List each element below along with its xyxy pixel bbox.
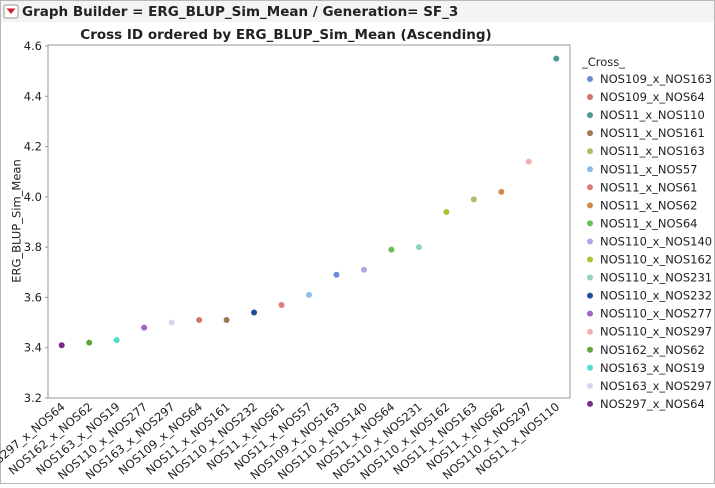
legend-label: NOS162_x_NOS62 xyxy=(600,343,705,357)
legend-label: NOS11_x_NOS64 xyxy=(600,216,697,230)
plot-frame xyxy=(47,44,571,399)
legend-marker xyxy=(587,364,593,371)
legend-marker xyxy=(587,220,593,227)
legend-marker xyxy=(587,238,593,245)
legend-marker xyxy=(587,382,593,389)
legend-label: NOS110_x_NOS231 xyxy=(600,271,712,285)
legend-marker xyxy=(587,274,593,281)
y-tick-label: 3.8 xyxy=(24,240,42,254)
legend-marker xyxy=(587,400,593,407)
legend-label: NOS109_x_NOS163 xyxy=(600,72,712,86)
legend-label: NOS110_x_NOS232 xyxy=(600,289,712,303)
y-tick-label: 4.0 xyxy=(24,190,42,204)
legend-marker xyxy=(587,76,593,82)
chart-title: Cross ID ordered by ERG_BLUP_Sim_Mean (A… xyxy=(80,27,491,43)
data-point xyxy=(306,291,312,298)
legend-label: NOS11_x_NOS62 xyxy=(600,198,697,212)
data-point xyxy=(498,188,505,195)
data-point xyxy=(388,246,395,253)
y-tick-label: 3.4 xyxy=(24,341,42,355)
data-point xyxy=(333,271,340,278)
y-tick-label: 4.4 xyxy=(24,89,42,103)
data-point xyxy=(251,309,258,316)
data-point xyxy=(278,301,285,308)
legend-marker xyxy=(587,112,593,119)
data-point xyxy=(360,266,367,273)
legend-marker xyxy=(587,292,593,299)
data-point xyxy=(553,55,560,62)
data-point xyxy=(443,208,450,215)
legend-label: NOS163_x_NOS297 xyxy=(600,379,712,393)
data-point xyxy=(141,324,148,331)
y-tick-label: 3.6 xyxy=(24,290,42,304)
legend-label: NOS163_x_NOS19 xyxy=(600,361,705,375)
data-point xyxy=(168,319,175,326)
legend-marker xyxy=(587,202,593,209)
legend-marker xyxy=(587,184,593,191)
legend-marker xyxy=(587,328,593,335)
y-tick-label: 4.2 xyxy=(24,140,42,154)
legend-label: NOS11_x_NOS161 xyxy=(600,126,705,140)
legend-label: NOS297_x_NOS64 xyxy=(600,397,705,411)
legend-marker xyxy=(587,166,593,173)
legend-label: NOS11_x_NOS61 xyxy=(600,180,697,194)
legend-marker xyxy=(587,310,593,317)
legend-marker xyxy=(587,94,593,101)
data-point xyxy=(86,339,93,346)
legend-marker xyxy=(587,148,593,155)
header-title: Graph Builder = ERG_BLUP_Sim_Mean / Gene… xyxy=(22,4,458,20)
data-point xyxy=(58,342,65,349)
y-axis-label: ERG_BLUP_Sim_Mean xyxy=(10,159,24,283)
legend-marker xyxy=(587,130,593,137)
legend-label: NOS110_x_NOS297 xyxy=(600,325,712,339)
legend-marker xyxy=(587,256,593,263)
legend-label: NOS11_x_NOS110 xyxy=(600,108,705,122)
collapse-button[interactable] xyxy=(3,4,19,19)
legend-label: NOS109_x_NOS64 xyxy=(600,90,705,104)
header-bar xyxy=(1,1,714,22)
data-point xyxy=(196,317,203,324)
legend-label: NOS110_x_NOS140 xyxy=(600,234,712,248)
data-point xyxy=(525,158,532,165)
data-point xyxy=(223,317,230,324)
legend-title: _Cross_ xyxy=(581,55,625,69)
legend-label: NOS110_x_NOS277 xyxy=(600,307,712,321)
y-tick-label: 3.2 xyxy=(24,391,42,405)
legend-label: NOS110_x_NOS162 xyxy=(600,253,712,267)
legend-label: NOS11_x_NOS57 xyxy=(600,162,697,176)
legend-marker xyxy=(587,346,593,353)
data-point xyxy=(470,196,477,203)
y-tick-label: 4.6 xyxy=(24,39,42,53)
data-point xyxy=(113,337,120,344)
legend-label: NOS11_x_NOS163 xyxy=(600,144,705,158)
data-point xyxy=(415,244,422,251)
